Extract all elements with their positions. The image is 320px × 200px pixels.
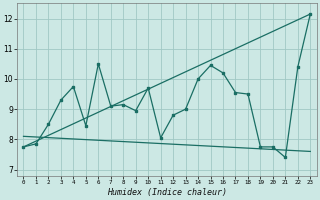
X-axis label: Humidex (Indice chaleur): Humidex (Indice chaleur) [107,188,227,197]
